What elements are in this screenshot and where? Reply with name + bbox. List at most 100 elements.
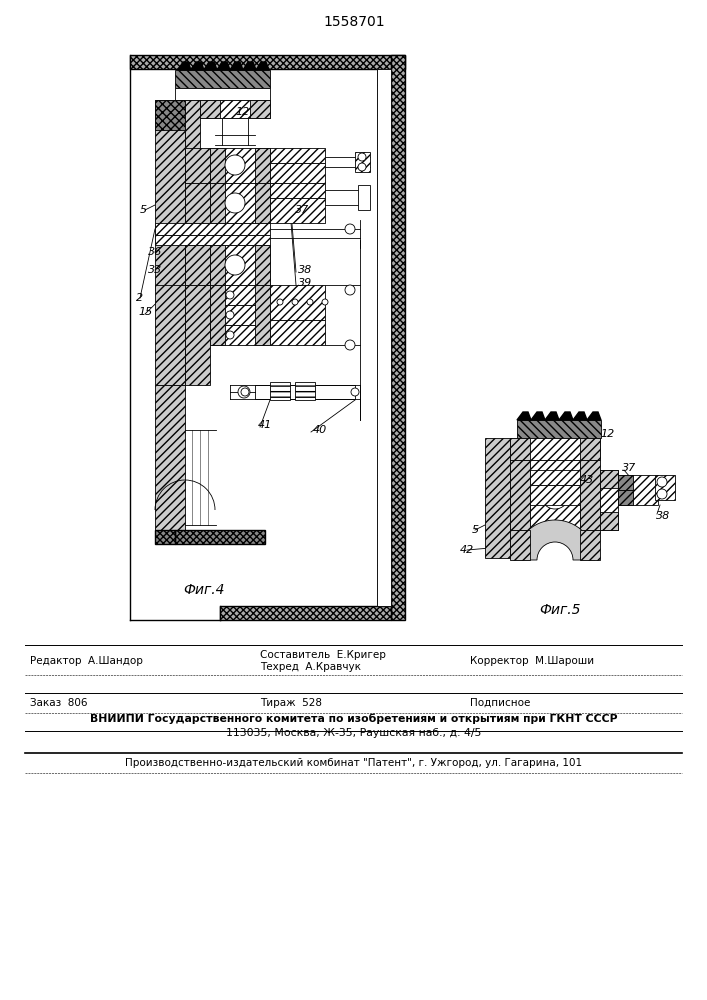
Text: Заказ  806: Заказ 806 bbox=[30, 698, 88, 708]
Bar bbox=[155, 100, 185, 130]
Bar bbox=[185, 245, 210, 285]
Bar bbox=[255, 385, 355, 399]
Circle shape bbox=[226, 291, 234, 299]
Bar bbox=[270, 198, 325, 223]
Bar bbox=[200, 100, 270, 118]
Bar bbox=[270, 183, 325, 198]
Text: 36: 36 bbox=[148, 247, 162, 257]
Circle shape bbox=[358, 153, 366, 161]
Bar bbox=[210, 183, 225, 223]
Bar bbox=[210, 245, 225, 285]
Circle shape bbox=[657, 489, 667, 499]
Circle shape bbox=[273, 385, 287, 399]
Circle shape bbox=[657, 477, 667, 487]
Circle shape bbox=[226, 331, 234, 339]
Polygon shape bbox=[243, 62, 256, 70]
Bar bbox=[580, 460, 600, 530]
Bar bbox=[200, 100, 220, 118]
Text: 38: 38 bbox=[298, 265, 312, 275]
Bar bbox=[355, 152, 370, 172]
Polygon shape bbox=[256, 62, 269, 70]
Bar bbox=[655, 475, 675, 500]
Bar bbox=[155, 235, 270, 245]
Bar bbox=[358, 185, 370, 210]
Bar bbox=[185, 183, 210, 223]
Bar bbox=[580, 438, 600, 460]
Text: Техред  А.Кравчук: Техред А.Кравчук bbox=[260, 662, 361, 672]
Polygon shape bbox=[517, 412, 531, 420]
Bar bbox=[510, 438, 600, 460]
Bar bbox=[210, 305, 270, 325]
Bar bbox=[618, 490, 633, 505]
Circle shape bbox=[358, 163, 366, 171]
Circle shape bbox=[225, 255, 245, 275]
Circle shape bbox=[307, 299, 313, 305]
Bar bbox=[530, 485, 580, 505]
Bar bbox=[255, 245, 270, 285]
Bar bbox=[270, 285, 325, 320]
Circle shape bbox=[541, 481, 569, 509]
Polygon shape bbox=[204, 62, 217, 70]
Bar bbox=[600, 470, 618, 488]
Bar bbox=[600, 470, 618, 530]
Text: Фиг.4: Фиг.4 bbox=[183, 583, 225, 597]
Circle shape bbox=[226, 311, 234, 319]
Circle shape bbox=[238, 386, 250, 398]
Bar bbox=[485, 438, 510, 558]
Bar bbox=[155, 385, 185, 540]
Text: 33: 33 bbox=[148, 265, 162, 275]
Text: 15: 15 bbox=[138, 307, 152, 317]
Bar bbox=[130, 55, 405, 69]
Text: Фиг.5: Фиг.5 bbox=[539, 603, 580, 617]
Circle shape bbox=[322, 299, 328, 305]
Bar bbox=[530, 460, 580, 530]
Polygon shape bbox=[559, 412, 573, 420]
Bar bbox=[185, 100, 200, 200]
Polygon shape bbox=[217, 62, 230, 70]
Bar bbox=[270, 163, 325, 183]
Bar bbox=[185, 148, 210, 183]
Bar bbox=[210, 245, 270, 285]
Bar bbox=[530, 470, 580, 485]
Polygon shape bbox=[545, 412, 559, 420]
Polygon shape bbox=[573, 412, 587, 420]
Text: 41: 41 bbox=[258, 420, 272, 430]
Bar bbox=[510, 460, 530, 530]
Bar bbox=[618, 475, 658, 505]
Bar bbox=[618, 475, 633, 490]
Bar bbox=[255, 285, 270, 345]
Bar bbox=[210, 183, 270, 223]
Circle shape bbox=[292, 299, 298, 305]
Wedge shape bbox=[515, 520, 595, 560]
Bar bbox=[517, 420, 601, 438]
Text: 1558701: 1558701 bbox=[323, 15, 385, 29]
Text: 5: 5 bbox=[140, 205, 147, 215]
Bar bbox=[155, 530, 175, 544]
Bar bbox=[155, 285, 185, 385]
Text: 12: 12 bbox=[235, 107, 250, 117]
Text: 38: 38 bbox=[656, 511, 670, 521]
Polygon shape bbox=[191, 62, 204, 70]
Text: Подписное: Подписное bbox=[470, 698, 530, 708]
Polygon shape bbox=[587, 412, 601, 420]
Text: 39: 39 bbox=[298, 278, 312, 288]
Bar bbox=[210, 325, 270, 345]
Text: Производственно-издательский комбинат "Патент", г. Ужгород, ул. Гагарина, 101: Производственно-издательский комбинат "П… bbox=[125, 758, 583, 768]
Bar bbox=[295, 382, 315, 400]
Bar bbox=[255, 183, 270, 223]
Circle shape bbox=[225, 193, 245, 213]
Circle shape bbox=[345, 285, 355, 295]
Text: 37: 37 bbox=[295, 205, 309, 215]
Circle shape bbox=[345, 224, 355, 234]
Bar bbox=[175, 88, 270, 100]
Bar bbox=[210, 285, 270, 305]
Text: Составитель  Е.Кригер: Составитель Е.Кригер bbox=[260, 650, 386, 660]
Text: 37: 37 bbox=[622, 463, 636, 473]
Bar bbox=[510, 438, 530, 460]
Bar bbox=[250, 100, 270, 118]
Bar bbox=[210, 285, 225, 345]
Text: 5: 5 bbox=[472, 525, 479, 535]
Circle shape bbox=[345, 340, 355, 350]
Text: 2: 2 bbox=[136, 293, 143, 303]
Text: 42: 42 bbox=[460, 545, 474, 555]
